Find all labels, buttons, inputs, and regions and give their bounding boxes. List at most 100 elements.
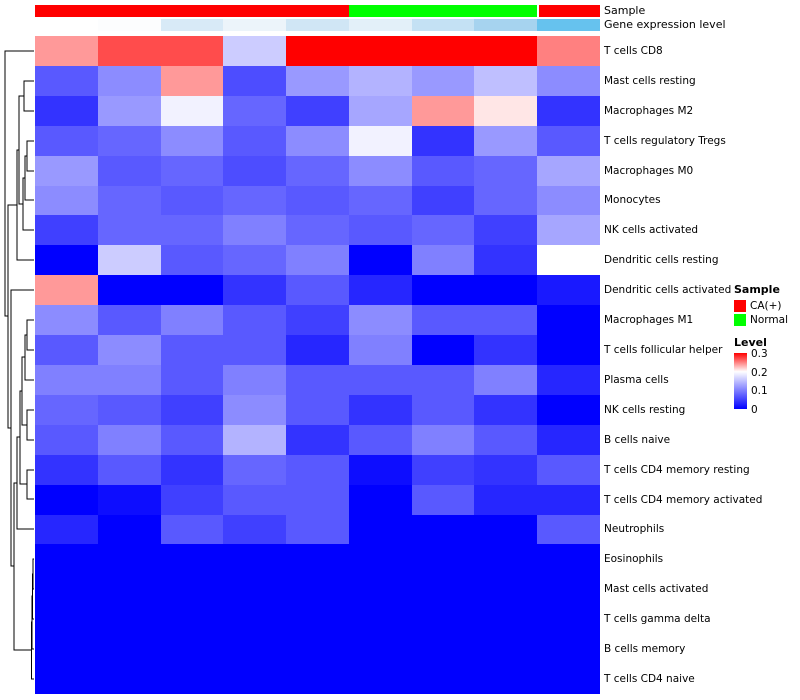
gene-expression-annotation-bar: [35, 19, 600, 31]
heatmap-cell: [160, 364, 224, 395]
heatmap-cell: [35, 484, 98, 515]
heatmap-cell: [537, 65, 600, 96]
heatmap-cell: [411, 634, 475, 665]
heatmap-cell: [97, 245, 161, 276]
legend-entry: Normal: [734, 314, 788, 326]
heatmap-cell: [537, 125, 600, 156]
heatmap-cell: [160, 574, 224, 605]
heatmap-cell: [474, 36, 538, 66]
heatmap-cell: [348, 185, 412, 216]
heatmap-cell: [35, 394, 98, 425]
heatmap-cell: [537, 364, 600, 395]
heatmap-cell: [35, 424, 98, 455]
heatmap-cell: [286, 424, 349, 455]
row-label: NK cells activated: [604, 224, 699, 237]
heatmap-cell: [286, 36, 349, 66]
row-label: B cells memory: [604, 643, 686, 656]
row-dendrogram: [4, 50, 34, 680]
heatmap-cell: [97, 305, 161, 336]
heatmap-cell: [474, 125, 538, 156]
heatmap-cell: [348, 424, 412, 455]
heatmap-cell: [35, 574, 98, 605]
sample-annotation-cell: [286, 5, 349, 17]
heatmap-cell: [35, 335, 98, 365]
heatmap-cell: [474, 634, 538, 665]
heatmap-cell: [286, 544, 349, 575]
heatmap-cell: [411, 155, 475, 186]
heatmap-cell: [97, 604, 161, 635]
heatmap-cell: [97, 185, 161, 216]
heatmap-cell: [35, 454, 98, 485]
level-tick-label: 0.2: [751, 366, 768, 379]
heatmap-cell: [474, 424, 538, 455]
heatmap-cell: [160, 544, 224, 575]
heatmap-cell: [537, 275, 600, 306]
heatmap-cell: [160, 335, 224, 365]
heatmap-cell: [411, 454, 475, 485]
heatmap-cell: [474, 155, 538, 186]
heatmap-cell: [97, 125, 161, 156]
heatmap-cell: [223, 394, 287, 425]
heatmap-cell: [348, 544, 412, 575]
row-label: T cells follicular helper: [604, 344, 723, 357]
heatmap-cell: [223, 65, 287, 96]
heatmap-cell: [286, 245, 349, 276]
heatmap-cell: [348, 604, 412, 635]
heatmap-cell: [474, 305, 538, 336]
heatmap-cell: [223, 544, 287, 575]
heatmap-cell: [474, 574, 538, 605]
row-label: Eosinophils: [604, 553, 664, 566]
heatmap-cell: [35, 634, 98, 665]
heatmap-cell: [286, 604, 349, 635]
heatmap-cell: [223, 305, 287, 336]
heatmap-cell: [223, 454, 287, 485]
heatmap-cell: [97, 514, 161, 545]
heatmap-cell: [160, 275, 224, 306]
gene-annotation-cell: [97, 19, 161, 31]
row-labels: T cells CD8 Mast cells resting Macrophages…: [604, 36, 762, 694]
heatmap-cell: [411, 185, 475, 216]
heatmap-cell: [411, 65, 475, 96]
heatmap-cell: [537, 454, 600, 485]
heatmap-cell: [160, 245, 224, 276]
sample-annotation-cell: [474, 5, 538, 17]
heatmap-cell: [348, 125, 412, 156]
heatmap-cell: [223, 664, 287, 694]
row-label: NK cells resting: [604, 403, 686, 416]
heatmap-cell: [348, 305, 412, 336]
sample-annotation-cell: [223, 5, 287, 17]
heatmap-cell: [411, 394, 475, 425]
heatmap-cell: [537, 36, 600, 66]
sample-annotation-cell: [97, 5, 161, 17]
heatmap-cell: [474, 514, 538, 545]
heatmap-cell: [223, 424, 287, 455]
sample-annotation-bar: [35, 5, 600, 17]
heatmap-cell: [223, 634, 287, 665]
heatmap-cell: [97, 574, 161, 605]
heatmap-cell: [223, 125, 287, 156]
heatmap-cell: [35, 275, 98, 306]
row-label: Mast cells resting: [604, 74, 696, 87]
gene-annotation-cell: [537, 19, 600, 31]
heatmap-cell: [35, 364, 98, 395]
heatmap-cell: [286, 155, 349, 186]
heatmap-cell: [97, 65, 161, 96]
heatmap-cell: [160, 634, 224, 665]
heatmap-cell: [286, 394, 349, 425]
heatmap-cell: [537, 335, 600, 365]
heatmap-cell: [286, 125, 349, 156]
heatmap-cell: [35, 215, 98, 246]
level-tick-label: 0: [751, 404, 758, 417]
heatmap-cell: [474, 215, 538, 246]
row-label: T cells gamma delta: [604, 613, 711, 626]
gene-annotation-cell: [474, 19, 538, 31]
row-label: Monocytes: [604, 194, 661, 207]
legend-entry-label: CA(+): [750, 300, 782, 312]
row-label: B cells naive: [604, 433, 671, 446]
heatmap-cell: [97, 215, 161, 246]
heatmap-cell: [35, 305, 98, 336]
heatmap-cell: [35, 604, 98, 635]
heatmap-cell: [474, 364, 538, 395]
heatmap-cell: [223, 245, 287, 276]
